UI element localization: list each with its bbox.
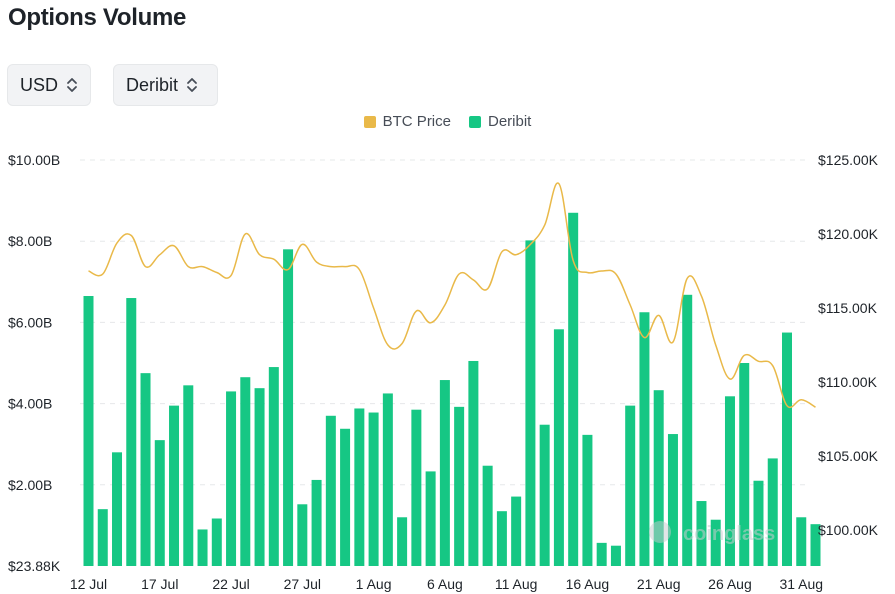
bar-deribit <box>682 294 693 566</box>
y-right-tick-label: $120.00K <box>818 226 879 242</box>
watermark-logo <box>649 521 671 543</box>
bar-deribit <box>382 393 393 566</box>
bar-deribit <box>710 519 721 566</box>
y-right-tick-label: $115.00K <box>818 300 878 316</box>
bar-deribit <box>425 471 436 566</box>
bar-deribit <box>724 396 735 566</box>
bar-deribit <box>653 390 664 566</box>
bar-deribit <box>525 240 536 566</box>
bar-deribit <box>625 405 636 566</box>
bar-deribit <box>226 391 237 566</box>
btc-price-line <box>88 182 816 409</box>
bar-deribit <box>140 373 151 566</box>
legend-label-btc-price: BTC Price <box>382 113 451 130</box>
legend-swatch-deribit <box>468 115 481 128</box>
bar-deribit <box>454 406 465 566</box>
y-left-tick-label: $8.00B <box>8 233 52 249</box>
bar-deribit <box>83 296 94 566</box>
bar-deribit <box>796 517 807 566</box>
bar-deribit <box>268 367 279 566</box>
bar-deribit <box>582 434 593 566</box>
y-left-tick-label: $4.00B <box>8 396 52 412</box>
legend-item-btc-price[interactable]: BTC Price <box>363 113 451 130</box>
bar-deribit <box>311 479 322 566</box>
bar-deribit <box>439 380 450 566</box>
x-tick-label: 26 Aug <box>708 576 752 592</box>
bar-deribit <box>810 524 821 566</box>
bar-deribit <box>368 412 379 566</box>
bar-deribit <box>496 511 507 566</box>
legend-swatch-btc-price <box>363 115 376 128</box>
watermark-text: coinglass <box>683 523 775 545</box>
bar-deribit <box>511 496 522 566</box>
y-left-tick-label: $23.88K <box>8 558 61 574</box>
bar-deribit <box>154 440 165 566</box>
bar-deribit <box>297 504 308 566</box>
y-left-tick-label: $2.00B <box>8 477 52 493</box>
chart-legend: BTC Price Deribit <box>0 113 895 130</box>
legend-label-deribit: Deribit <box>487 113 532 130</box>
currency-select[interactable]: USD <box>7 64 91 106</box>
bar-deribit <box>482 465 493 566</box>
y-right-tick-label: $110.00K <box>818 374 878 390</box>
bar-deribit <box>354 408 365 566</box>
currency-select-value: USD <box>20 74 59 95</box>
bar-deribit <box>169 405 180 566</box>
x-tick-label: 31 Aug <box>779 576 823 592</box>
bar-deribit <box>553 329 564 566</box>
exchange-select[interactable]: Deribit <box>113 64 218 106</box>
x-tick-label: 11 Aug <box>495 576 538 592</box>
bar-deribit <box>254 388 265 566</box>
x-tick-label: 22 Jul <box>212 576 249 592</box>
bar-deribit <box>739 363 750 566</box>
bar-deribit <box>240 377 251 566</box>
bar-deribit <box>411 409 422 566</box>
y-right-tick-label: $105.00K <box>818 448 879 464</box>
y-right-tick-label: $125.00K <box>818 152 879 168</box>
bar-deribit <box>183 385 194 566</box>
bar-deribit <box>568 212 579 566</box>
bar-deribit <box>211 518 222 566</box>
bar-deribit <box>340 428 351 566</box>
bar-deribit <box>667 434 678 566</box>
bar-deribit <box>112 452 123 566</box>
bar-deribit <box>767 458 778 566</box>
bar-deribit <box>639 312 650 566</box>
x-tick-label: 21 Aug <box>637 576 681 592</box>
bar-deribit <box>283 249 294 566</box>
y-left-tick-label: $10.00B <box>8 152 60 168</box>
bar-deribit <box>126 298 137 566</box>
chevron-updown-icon <box>66 75 78 95</box>
bar-deribit <box>753 480 764 566</box>
bar-deribit <box>596 542 607 566</box>
x-tick-label: 16 Aug <box>566 576 610 592</box>
legend-item-deribit[interactable]: Deribit <box>468 113 532 130</box>
bar-deribit <box>696 501 707 566</box>
y-right-tick-label: $100.00K <box>818 522 879 538</box>
bar-deribit <box>197 529 208 566</box>
bar-deribit <box>468 360 479 566</box>
y-left-tick-label: $6.00B <box>8 314 52 330</box>
x-tick-label: 6 Aug <box>427 576 463 592</box>
bar-deribit <box>397 517 408 566</box>
bar-deribit <box>610 545 621 566</box>
x-tick-label: 27 Jul <box>284 576 321 592</box>
bar-deribit <box>325 415 336 566</box>
page-title: Options Volume <box>8 4 187 31</box>
x-tick-label: 17 Jul <box>141 576 178 592</box>
bar-deribit <box>97 509 108 566</box>
x-tick-label: 1 Aug <box>356 576 392 592</box>
chevron-updown-icon <box>186 75 198 95</box>
exchange-select-value: Deribit <box>126 74 179 95</box>
bar-deribit <box>539 424 550 566</box>
x-tick-label: 12 Jul <box>70 576 107 592</box>
bar-deribit <box>781 332 792 566</box>
